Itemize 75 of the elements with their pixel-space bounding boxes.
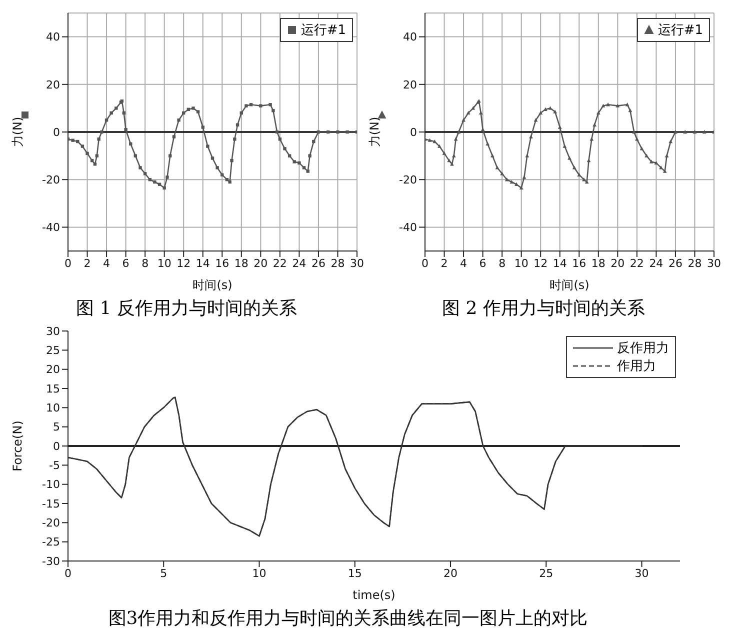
x-tick-label: 28 — [688, 256, 702, 270]
y-tick-label: 10 — [46, 402, 60, 415]
x-tick-label: 28 — [330, 256, 345, 270]
y-tick-label: 20 — [46, 78, 60, 92]
legend-label: 运行#1 — [300, 22, 346, 39]
y-tick-label: -40 — [399, 221, 417, 234]
y-tick-label: -20 — [42, 516, 60, 530]
x-tick-label: 6 — [479, 256, 486, 270]
y-tick-label: 25 — [46, 344, 60, 358]
y-tick-label: 40 — [46, 30, 60, 44]
x-tick-label: 15 — [348, 566, 362, 580]
y-tick-label: -10 — [42, 478, 60, 492]
y-tick-label: 40 — [403, 30, 417, 44]
y-tick-label: -20 — [399, 174, 417, 187]
x-axis-title: time(s) — [352, 588, 396, 602]
x-tick-label: 14 — [196, 256, 210, 270]
x-tick-label: 14 — [552, 256, 567, 270]
x-tick-label: 26 — [668, 256, 682, 270]
x-axis-title: 时间(s) — [550, 278, 590, 292]
x-tick-label: 20 — [254, 256, 268, 270]
x-tick-label: 24 — [649, 256, 664, 270]
y-tick-label: -5 — [49, 459, 60, 472]
y-tick-label: -15 — [42, 497, 60, 510]
y-tick-label: 20 — [46, 363, 60, 376]
x-tick-label: 30 — [350, 256, 364, 270]
x-tick-label: 20 — [444, 566, 458, 580]
y-tick-label: -20 — [42, 174, 60, 187]
x-tick-label: 0 — [422, 256, 428, 270]
x-tick-label: 2 — [84, 256, 91, 270]
caption: 图 1 反作用力与时间的关系 — [75, 297, 298, 320]
x-tick-label: 18 — [234, 256, 248, 270]
x-tick-label: 10 — [252, 566, 266, 580]
x-tick-label: 22 — [630, 256, 644, 270]
x-tick-label: 20 — [610, 256, 625, 270]
x-tick-label: 30 — [707, 256, 721, 270]
x-axis-title: 时间(s) — [192, 278, 232, 292]
y-axis-title: Force(N) — [10, 420, 24, 472]
x-tick-label: 12 — [534, 256, 548, 270]
x-tick-label: 6 — [122, 256, 130, 270]
x-tick-label: 24 — [292, 256, 306, 270]
x-tick-label: 26 — [311, 256, 326, 270]
y-tick-label: -25 — [42, 536, 60, 549]
x-tick-label: 22 — [272, 256, 287, 270]
caption: 图3作用力和反作用力与时间的关系曲线在同一图片上的对比 — [107, 607, 589, 630]
y-axis-title: 力(N) — [367, 116, 382, 148]
y-tick-label: 0 — [53, 126, 60, 139]
y-tick-label: -30 — [42, 554, 60, 568]
x-tick-label: 5 — [160, 566, 168, 580]
y-tick-label: 20 — [403, 78, 417, 92]
legend-label: 运行#1 — [658, 22, 703, 39]
x-tick-label: 0 — [64, 256, 72, 270]
x-tick-label: 10 — [157, 256, 172, 270]
y-tick-label: 0 — [410, 126, 417, 139]
x-tick-label: 8 — [142, 256, 149, 270]
y-tick-label: 0 — [53, 440, 60, 453]
x-tick-label: 4 — [460, 256, 468, 270]
y-axis-title: 力(N) — [10, 116, 24, 148]
x-tick-label: 30 — [634, 566, 649, 580]
y-tick-label: -40 — [42, 221, 60, 234]
x-tick-label: 18 — [591, 256, 606, 270]
legend-label: 作用力 — [617, 358, 656, 375]
caption: 图 2 作用力与时间的关系 — [441, 297, 646, 320]
x-tick-label: 12 — [176, 256, 191, 270]
legend-label: 反作用力 — [617, 340, 669, 357]
x-tick-label: 16 — [572, 256, 586, 270]
y-tick-label: 5 — [53, 420, 60, 434]
x-tick-label: 4 — [103, 256, 110, 270]
x-tick-label: 25 — [539, 566, 554, 580]
x-tick-label: 16 — [215, 256, 230, 270]
y-tick-label: 15 — [46, 382, 60, 396]
x-tick-label: 8 — [498, 256, 506, 270]
x-tick-label: 10 — [514, 256, 528, 270]
x-tick-label: 0 — [64, 566, 72, 580]
y-tick-label: 30 — [46, 324, 60, 338]
x-tick-label: 2 — [440, 256, 448, 270]
